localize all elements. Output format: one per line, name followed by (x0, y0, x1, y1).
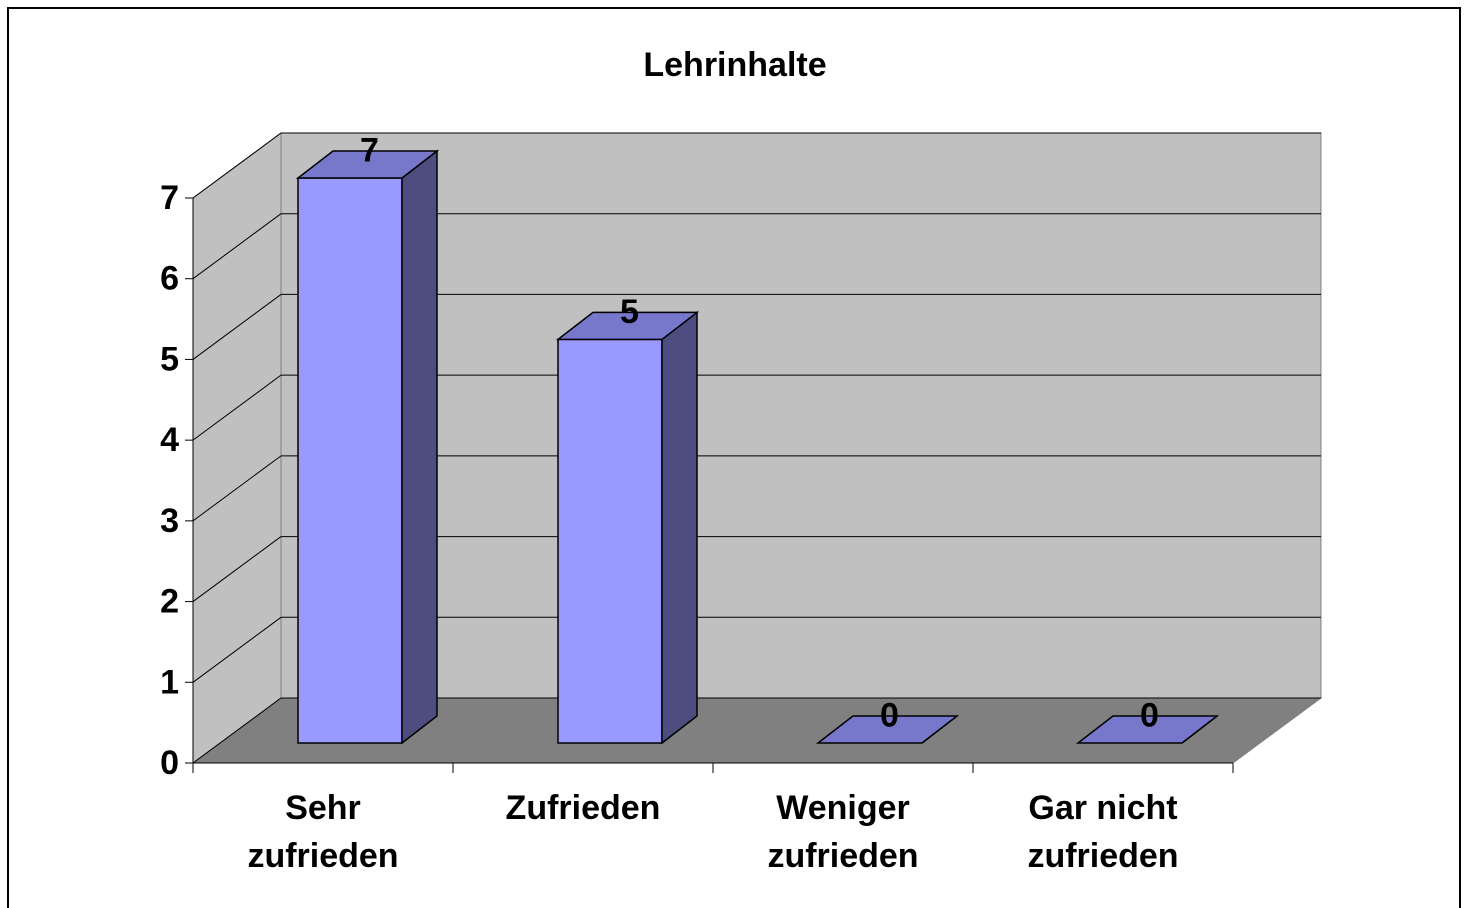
y-tick-label: 6 (160, 260, 179, 298)
bar-top (1075, 715, 1220, 744)
y-tick-label: 0 (160, 744, 179, 782)
x-tick-label: Sehr zufrieden (247, 789, 399, 875)
grid-line (192, 294, 282, 360)
y-tick-label: 7 (160, 179, 179, 217)
data-label: 0 (880, 696, 899, 734)
bar-front (297, 177, 403, 744)
y-tick-label: 1 (160, 663, 179, 701)
y-tick-label: 4 (160, 421, 179, 459)
side-wall (192, 132, 282, 764)
bar-front (557, 338, 663, 744)
grid-line (192, 374, 282, 441)
grid-line (192, 132, 282, 199)
grid-line (192, 455, 282, 522)
bar-top (815, 715, 960, 744)
y-tick-label: 5 (160, 340, 179, 378)
bar-side (401, 149, 438, 745)
bar-top (555, 311, 700, 341)
data-label: 0 (1140, 696, 1159, 734)
x-tick-label: Gar nicht zufrieden (1027, 789, 1179, 875)
x-tick-label: Weniger zufrieden (767, 789, 919, 875)
grid-line (192, 536, 282, 602)
grid-line (192, 616, 282, 683)
bar-top (295, 150, 440, 179)
chart-title: Lehrinhalte (643, 46, 826, 84)
x-tick-label: Zufrieden (505, 789, 661, 827)
y-tick-label: 2 (160, 583, 179, 621)
grid-line (192, 213, 282, 280)
grid-line (192, 697, 282, 764)
y-tick-label: 3 (160, 502, 179, 540)
data-label: 7 (360, 131, 379, 169)
data-label: 5 (620, 293, 639, 331)
bar-side (661, 310, 698, 745)
